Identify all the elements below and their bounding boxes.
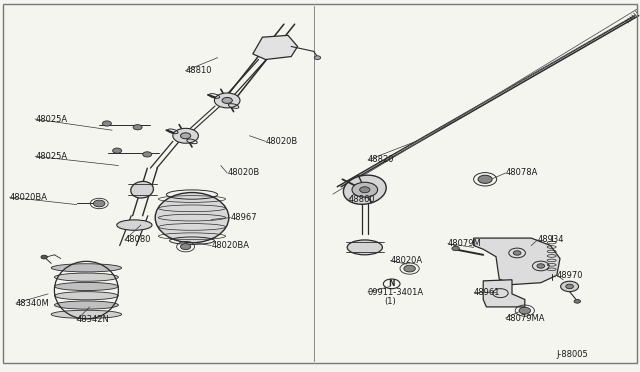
Circle shape [113,148,122,153]
Ellipse shape [54,292,118,300]
Text: 48079MA: 48079MA [506,314,545,323]
Circle shape [513,251,521,255]
Text: 48340M: 48340M [16,299,50,308]
Text: 48020B: 48020B [266,137,298,146]
Text: J-88005: J-88005 [557,350,589,359]
Circle shape [214,93,240,108]
Text: 48080: 48080 [125,235,151,244]
Text: 48020BA: 48020BA [211,241,249,250]
Circle shape [478,175,492,183]
Circle shape [133,125,142,130]
Ellipse shape [51,264,122,272]
Text: 48020A: 48020A [390,256,422,265]
Circle shape [574,299,580,303]
Ellipse shape [54,301,118,309]
Circle shape [352,182,378,197]
Text: 48961: 48961 [474,288,500,296]
Text: 48020B: 48020B [227,169,259,177]
Text: 48025A: 48025A [35,152,67,161]
Circle shape [180,133,191,139]
Text: 48810: 48810 [186,66,212,75]
Text: 48078A: 48078A [506,169,538,177]
Text: 48970: 48970 [557,271,583,280]
Text: 48025A: 48025A [35,115,67,124]
Circle shape [93,200,105,207]
Text: 48967: 48967 [230,213,257,222]
Text: (1): (1) [384,297,396,306]
Circle shape [143,152,152,157]
Polygon shape [253,35,298,60]
Circle shape [314,56,321,60]
Ellipse shape [54,273,118,281]
Circle shape [404,265,415,272]
Ellipse shape [155,193,229,243]
Ellipse shape [344,175,386,204]
Polygon shape [483,280,525,307]
Text: 48079M: 48079M [448,239,482,248]
Ellipse shape [54,282,118,291]
Circle shape [519,307,531,314]
Ellipse shape [131,182,154,198]
Text: N: N [388,279,395,288]
Circle shape [41,255,47,259]
Circle shape [180,244,191,250]
Circle shape [222,97,232,103]
Text: 48342N: 48342N [77,315,109,324]
Circle shape [561,281,579,292]
Circle shape [360,187,370,193]
Ellipse shape [347,240,383,255]
Polygon shape [474,238,560,285]
Circle shape [452,246,460,251]
Circle shape [102,121,111,126]
Text: 48934: 48934 [538,235,564,244]
Text: 09911-3401A: 09911-3401A [368,288,424,296]
Text: 48860: 48860 [349,195,376,203]
Ellipse shape [51,310,122,318]
Ellipse shape [117,220,152,230]
Circle shape [537,264,545,268]
Circle shape [173,128,198,143]
Text: 48820: 48820 [368,155,394,164]
Text: 48020BA: 48020BA [10,193,47,202]
Circle shape [566,284,573,289]
